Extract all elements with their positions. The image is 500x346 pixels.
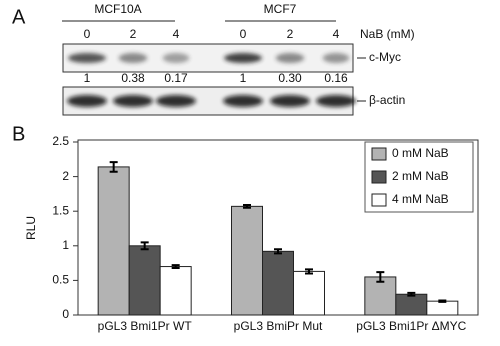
bar xyxy=(231,205,263,316)
y-tick-label: 2 xyxy=(62,169,69,183)
dose: 0 xyxy=(240,27,247,41)
cell-line: MCF7 xyxy=(264,2,297,16)
quantification: 1 xyxy=(240,71,247,85)
y-tick-label: 0 xyxy=(62,307,69,321)
band xyxy=(67,95,107,107)
band xyxy=(275,53,305,63)
legend-label: 4 mM NaB xyxy=(392,192,449,206)
quantification: 1 xyxy=(84,71,91,85)
x-tick-label: pGL3 Bmi1Pr ΔMYC xyxy=(356,319,466,333)
error-bar xyxy=(109,161,118,173)
x-tick-label: pGL3 BmiPr Mut xyxy=(234,319,323,333)
y-tick-label: 0.5 xyxy=(52,273,69,287)
dose-label: NaB (mM) xyxy=(360,27,415,41)
band xyxy=(270,95,310,107)
band-label: c-Myc xyxy=(369,50,401,64)
bar xyxy=(293,270,325,316)
band xyxy=(322,53,350,63)
bar xyxy=(426,300,459,316)
legend-label: 0 mM NaB xyxy=(392,146,449,160)
panel-label: A xyxy=(12,6,26,28)
band xyxy=(162,53,190,63)
legend-label: 2 mM NaB xyxy=(392,169,449,183)
bar xyxy=(364,276,397,316)
y-axis-label: RLU xyxy=(24,216,38,240)
band xyxy=(113,95,153,107)
quantification: 0.16 xyxy=(324,71,348,85)
cell-line: MCF10A xyxy=(94,2,141,16)
panel-label: B xyxy=(12,123,25,145)
band xyxy=(68,53,106,63)
error-bar xyxy=(274,248,282,255)
dose: 0 xyxy=(84,27,91,41)
bar xyxy=(395,293,428,316)
band xyxy=(224,53,262,63)
legend-swatch xyxy=(371,193,387,207)
band xyxy=(223,95,263,107)
error-bar xyxy=(305,268,313,275)
error-bar xyxy=(407,291,416,297)
band xyxy=(156,95,196,107)
dose: 2 xyxy=(130,27,137,41)
y-tick-label: 2.5 xyxy=(52,134,69,148)
quantification: 0.38 xyxy=(121,71,145,85)
band xyxy=(316,95,356,107)
bar xyxy=(159,266,192,316)
error-bar xyxy=(376,271,385,283)
bar xyxy=(97,166,130,316)
band-label: β-actin xyxy=(369,93,405,107)
quantification: 0.30 xyxy=(278,71,302,85)
bar xyxy=(262,250,294,316)
band xyxy=(118,53,148,63)
error-bar xyxy=(140,241,149,251)
error-bar xyxy=(171,264,180,269)
bar xyxy=(128,245,161,316)
error-bar xyxy=(438,299,447,303)
dose: 4 xyxy=(333,27,340,41)
blot xyxy=(62,43,354,73)
x-tick-label: pGL3 Bmi1Pr WT xyxy=(98,319,193,333)
dose: 2 xyxy=(287,27,294,41)
error-bar xyxy=(243,203,251,209)
y-tick-label: 1.5 xyxy=(52,203,69,217)
y-tick-label: 1 xyxy=(62,238,69,252)
dose: 4 xyxy=(173,27,180,41)
legend-swatch xyxy=(371,147,387,161)
legend-swatch xyxy=(371,170,387,184)
quantification: 0.17 xyxy=(164,71,188,85)
